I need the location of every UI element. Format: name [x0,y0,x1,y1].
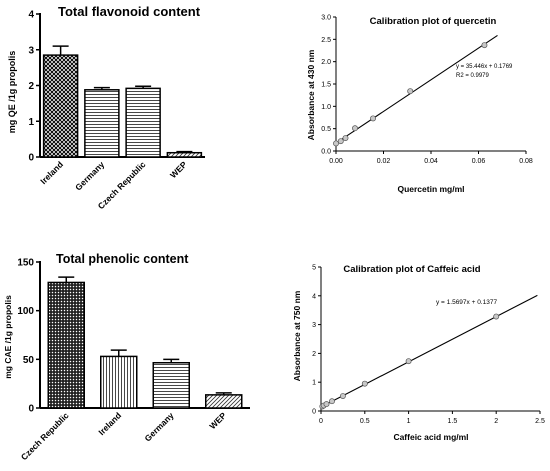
quer-xtick-label: 0.08 [519,158,533,165]
phen-category-label: WEP [207,410,228,431]
flavonoid-ylabel: mg QE /1g propolis [7,51,17,134]
caff-data-point [361,380,368,387]
quer-xtick-label: 0.02 [377,158,391,165]
quer-data-point [342,135,349,141]
caffeic-ylabel: Absorbance at 750 nm [292,290,302,381]
caff-ytick-label: 5 [312,265,316,272]
caff-data-point [339,393,346,399]
flav-ytick-label: 1 [28,117,34,128]
phen-ytick-label: 100 [17,306,34,317]
caff-ytick-label: 1 [312,380,316,387]
quer-data-point [337,138,344,145]
quer-data-point [333,140,339,147]
phen-category-label: Germany [143,410,176,443]
phen-ytick-label: 50 [23,355,35,366]
caff-ytick-label: 3 [312,322,316,329]
flav-bar [42,54,79,158]
caffeic-panel: Calibration plot of Caffeic acid Absorba… [275,240,550,466]
caff-data-point [493,313,500,320]
quer-data-point [370,115,377,122]
phen-ytick-label: 0 [28,404,34,415]
quer-xtick-label: 0.04 [424,158,438,165]
quercetin-equation: y = 35.446x + 0.1769 [456,64,513,70]
caff-data-point [405,358,412,365]
flav-bar [84,89,120,158]
caff-xtick-label: 1.5 [448,418,458,425]
quer-ytick-label: 2.0 [321,59,331,66]
quer-data-point [352,125,358,132]
flavonoid-panel: Total flavonoid content mg QE /1g propol… [0,0,270,230]
flav-category-label: Ireland [38,159,65,186]
flavonoid-title: Total flavonoid content [58,4,201,19]
flav-ytick-label: 4 [28,10,34,21]
phenolic-title: Total phenolic content [56,252,189,266]
caff-fit-line [320,294,538,408]
quer-ytick-label: 3.0 [321,15,331,22]
quercetin-title: Calibration plot of quercetin [370,16,497,27]
phen-bar [205,394,243,409]
quer-xtick-label: 0.00 [329,158,343,165]
phen-bar [47,281,85,409]
caff-xtick-label: 0.5 [360,418,370,425]
quer-ytick-label: 1.0 [321,104,331,111]
phenolic-chart: Total phenolic content mg CAE /1g propol… [3,252,250,462]
flav-ytick-label: 3 [28,45,34,56]
flav-bar [166,151,203,158]
flav-bar [125,87,161,158]
quercetin-ylabel: Absorbance at 430 nm [306,49,316,140]
flav-ytick-label: 0 [28,153,34,164]
flav-ytick-label: 2 [28,81,34,92]
quer-ytick-label: 0.5 [321,126,331,133]
phen-category-label: Ireland [96,410,123,437]
quercetin-xlabel: Quercetin mg/ml [397,184,464,194]
quer-ytick-label: 1.5 [321,82,331,89]
caffeic-title: Calibration plot of Caffeic acid [343,264,480,275]
phen-bar [100,355,138,409]
flav-category-label: WEP [168,159,189,180]
quer-fit-line [335,34,498,144]
phen-bar [152,361,190,409]
quer-xtick-label: 0.06 [472,158,486,165]
caffeic-equation: y = 1.5697x + 0.1377 [436,299,497,306]
phen-ytick-label: 150 [17,258,34,269]
caff-xtick-label: 2.5 [535,418,545,425]
caff-xtick-label: 2 [494,418,498,425]
caff-ytick-label: 2 [312,351,316,358]
quercetin-r2: R2 = 0.9979 [456,73,490,79]
caff-xtick-label: 1 [407,418,411,425]
quer-ytick-label: 2.5 [321,37,331,44]
caffeic-chart: Calibration plot of Caffeic acid Absorba… [292,264,545,442]
flavonoid-chart: Total flavonoid content mg QE /1g propol… [7,4,205,211]
caff-ytick-label: 0 [312,409,316,416]
quer-ytick-label: 0.0 [321,149,331,156]
quer-data-point [407,88,414,95]
caffeic-xlabel: Caffeic acid mg/ml [393,432,468,442]
caff-xtick-label: 0 [319,418,323,425]
phenolic-panel: Total phenolic content mg CAE /1g propol… [0,240,270,466]
caff-data-point [323,401,330,408]
quercetin-chart: Calibration plot of quercetin Absorbance… [306,15,533,195]
quer-data-point [481,42,488,49]
flav-category-label: Germany [73,159,106,192]
caff-data-point [329,398,335,405]
caff-ytick-label: 4 [312,293,316,300]
phen-category-label: Czech Republic [19,410,71,462]
phenolic-ylabel: mg CAE /1g propolis [3,295,13,379]
quercetin-panel: Calibration plot of quercetin Absorbance… [275,0,550,230]
